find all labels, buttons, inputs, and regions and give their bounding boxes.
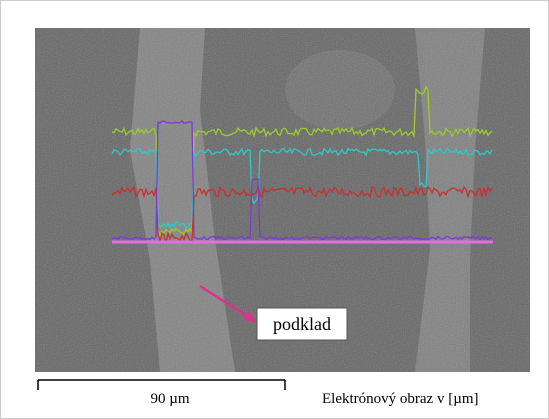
page: podklad 90 µm Elektrónový obraz v [µm]: [0, 0, 549, 419]
micrograph-figure: podklad 90 µm Elektrónový obraz v [µm]: [0, 0, 549, 419]
caption: Elektrónový obraz v [µm]: [322, 391, 479, 407]
scale-label: 90 µm: [150, 391, 189, 407]
annotation: podklad: [273, 314, 331, 334]
